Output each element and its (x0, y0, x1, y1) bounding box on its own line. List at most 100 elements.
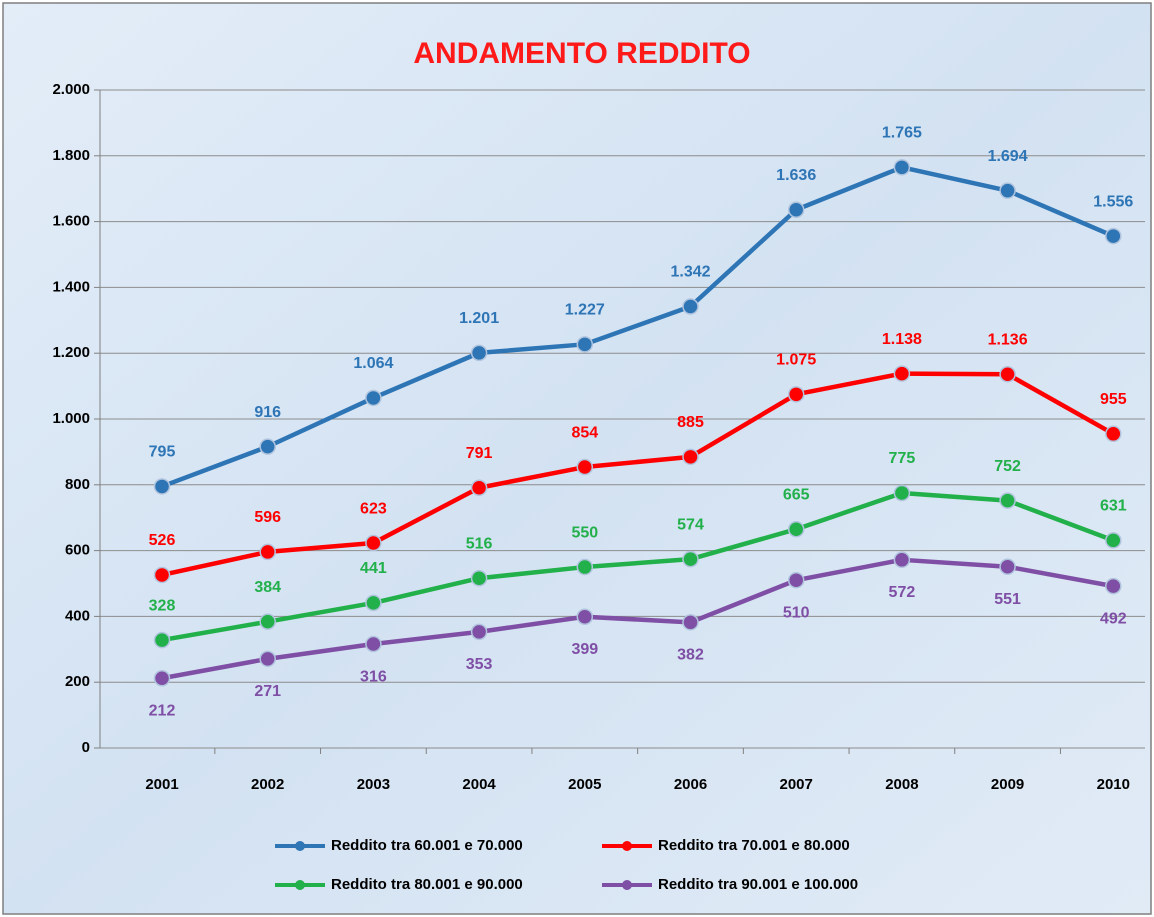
y-tick-label: 1.600 (52, 213, 90, 230)
legend-marker (622, 841, 632, 851)
legend-label: Reddito tra 80.001 e 90.000 (331, 876, 523, 893)
y-tick-label: 2.000 (52, 81, 90, 98)
data-point (999, 558, 1016, 575)
data-point (259, 543, 276, 561)
data-point (787, 386, 805, 403)
data-point (576, 336, 594, 353)
legend-marker (622, 880, 632, 890)
data-point (365, 534, 382, 552)
data-point (365, 389, 382, 407)
data-point (576, 458, 594, 476)
data-label: 631 (1100, 498, 1127, 515)
data-point (999, 366, 1016, 383)
data-label: 775 (889, 450, 916, 467)
y-tick-label: 0 (82, 739, 90, 756)
x-tick-label: 2004 (462, 776, 496, 793)
data-point (787, 520, 805, 538)
y-tick-label: 800 (65, 476, 90, 493)
data-point (1105, 577, 1122, 595)
data-label: 1.201 (459, 310, 499, 327)
data-label: 1.064 (353, 355, 393, 372)
data-label: 550 (571, 524, 598, 541)
data-label: 1.694 (988, 148, 1028, 165)
data-label: 399 (571, 641, 598, 658)
data-point (1105, 425, 1122, 443)
data-label: 623 (360, 500, 387, 517)
data-label: 574 (677, 516, 704, 533)
data-point (470, 569, 488, 587)
y-tick-label: 400 (65, 607, 90, 624)
y-tick-label: 1.400 (52, 278, 90, 295)
data-point (153, 478, 171, 495)
y-tick-label: 1.200 (52, 344, 90, 361)
data-point (893, 551, 911, 569)
data-label: 316 (360, 668, 387, 685)
data-label: 1.342 (670, 264, 710, 281)
data-point (576, 558, 594, 576)
data-point (259, 650, 276, 668)
data-label: 752 (994, 458, 1021, 475)
x-tick-label: 2002 (251, 776, 284, 793)
data-label: 492 (1100, 610, 1127, 627)
data-point (470, 623, 488, 641)
data-label: 955 (1100, 391, 1127, 408)
data-label: 1.136 (988, 331, 1028, 348)
data-point (682, 298, 699, 315)
data-label: 271 (254, 683, 281, 700)
data-point (893, 365, 911, 382)
data-label: 885 (677, 414, 704, 431)
data-label: 596 (254, 509, 281, 526)
y-tick-label: 200 (65, 673, 90, 690)
data-point (153, 670, 171, 687)
data-label: 791 (466, 445, 493, 462)
data-point (365, 635, 382, 653)
data-label: 510 (783, 604, 810, 621)
series-line (161, 371, 1115, 578)
data-label: 1.765 (882, 125, 922, 142)
data-label: 854 (571, 424, 598, 441)
x-tick-label: 2003 (357, 776, 390, 793)
data-point (787, 571, 805, 589)
data-label: 916 (254, 404, 281, 421)
data-point (1105, 532, 1122, 549)
x-tick-label: 2006 (674, 776, 707, 793)
x-tick-label: 2005 (568, 776, 601, 793)
data-point (682, 550, 699, 568)
data-label: 353 (466, 656, 493, 673)
legend-label: Reddito tra 70.001 e 80.000 (658, 837, 850, 854)
data-point (682, 614, 699, 631)
data-point (893, 159, 911, 176)
data-label: 328 (149, 597, 176, 614)
data-point (576, 608, 594, 625)
y-tick-label: 1.800 (52, 147, 90, 164)
x-tick-label: 2001 (145, 776, 178, 793)
series-line (161, 490, 1115, 643)
data-label: 384 (254, 579, 281, 596)
data-point (470, 479, 488, 497)
x-tick-label: 2008 (885, 776, 918, 793)
data-point (153, 631, 171, 649)
data-point (787, 201, 805, 219)
data-label: 1.556 (1093, 193, 1133, 210)
data-point (259, 438, 276, 455)
y-tick-label: 600 (65, 542, 90, 559)
data-label: 212 (149, 702, 176, 719)
legend-marker (295, 880, 305, 890)
data-label: 526 (149, 532, 176, 549)
legend-label: Reddito tra 60.001 e 70.000 (331, 837, 523, 854)
data-point (893, 484, 911, 502)
data-label: 441 (360, 560, 387, 577)
series-line (161, 557, 1114, 681)
data-label: 516 (466, 535, 493, 552)
y-tick-label: 1.000 (52, 410, 90, 427)
data-point (259, 613, 276, 630)
data-label: 1.636 (776, 167, 816, 184)
data-point (999, 492, 1016, 509)
series-line (161, 165, 1115, 489)
data-label: 1.138 (882, 331, 922, 348)
x-tick-label: 2010 (1097, 776, 1130, 793)
x-tick-label: 2007 (780, 776, 813, 793)
